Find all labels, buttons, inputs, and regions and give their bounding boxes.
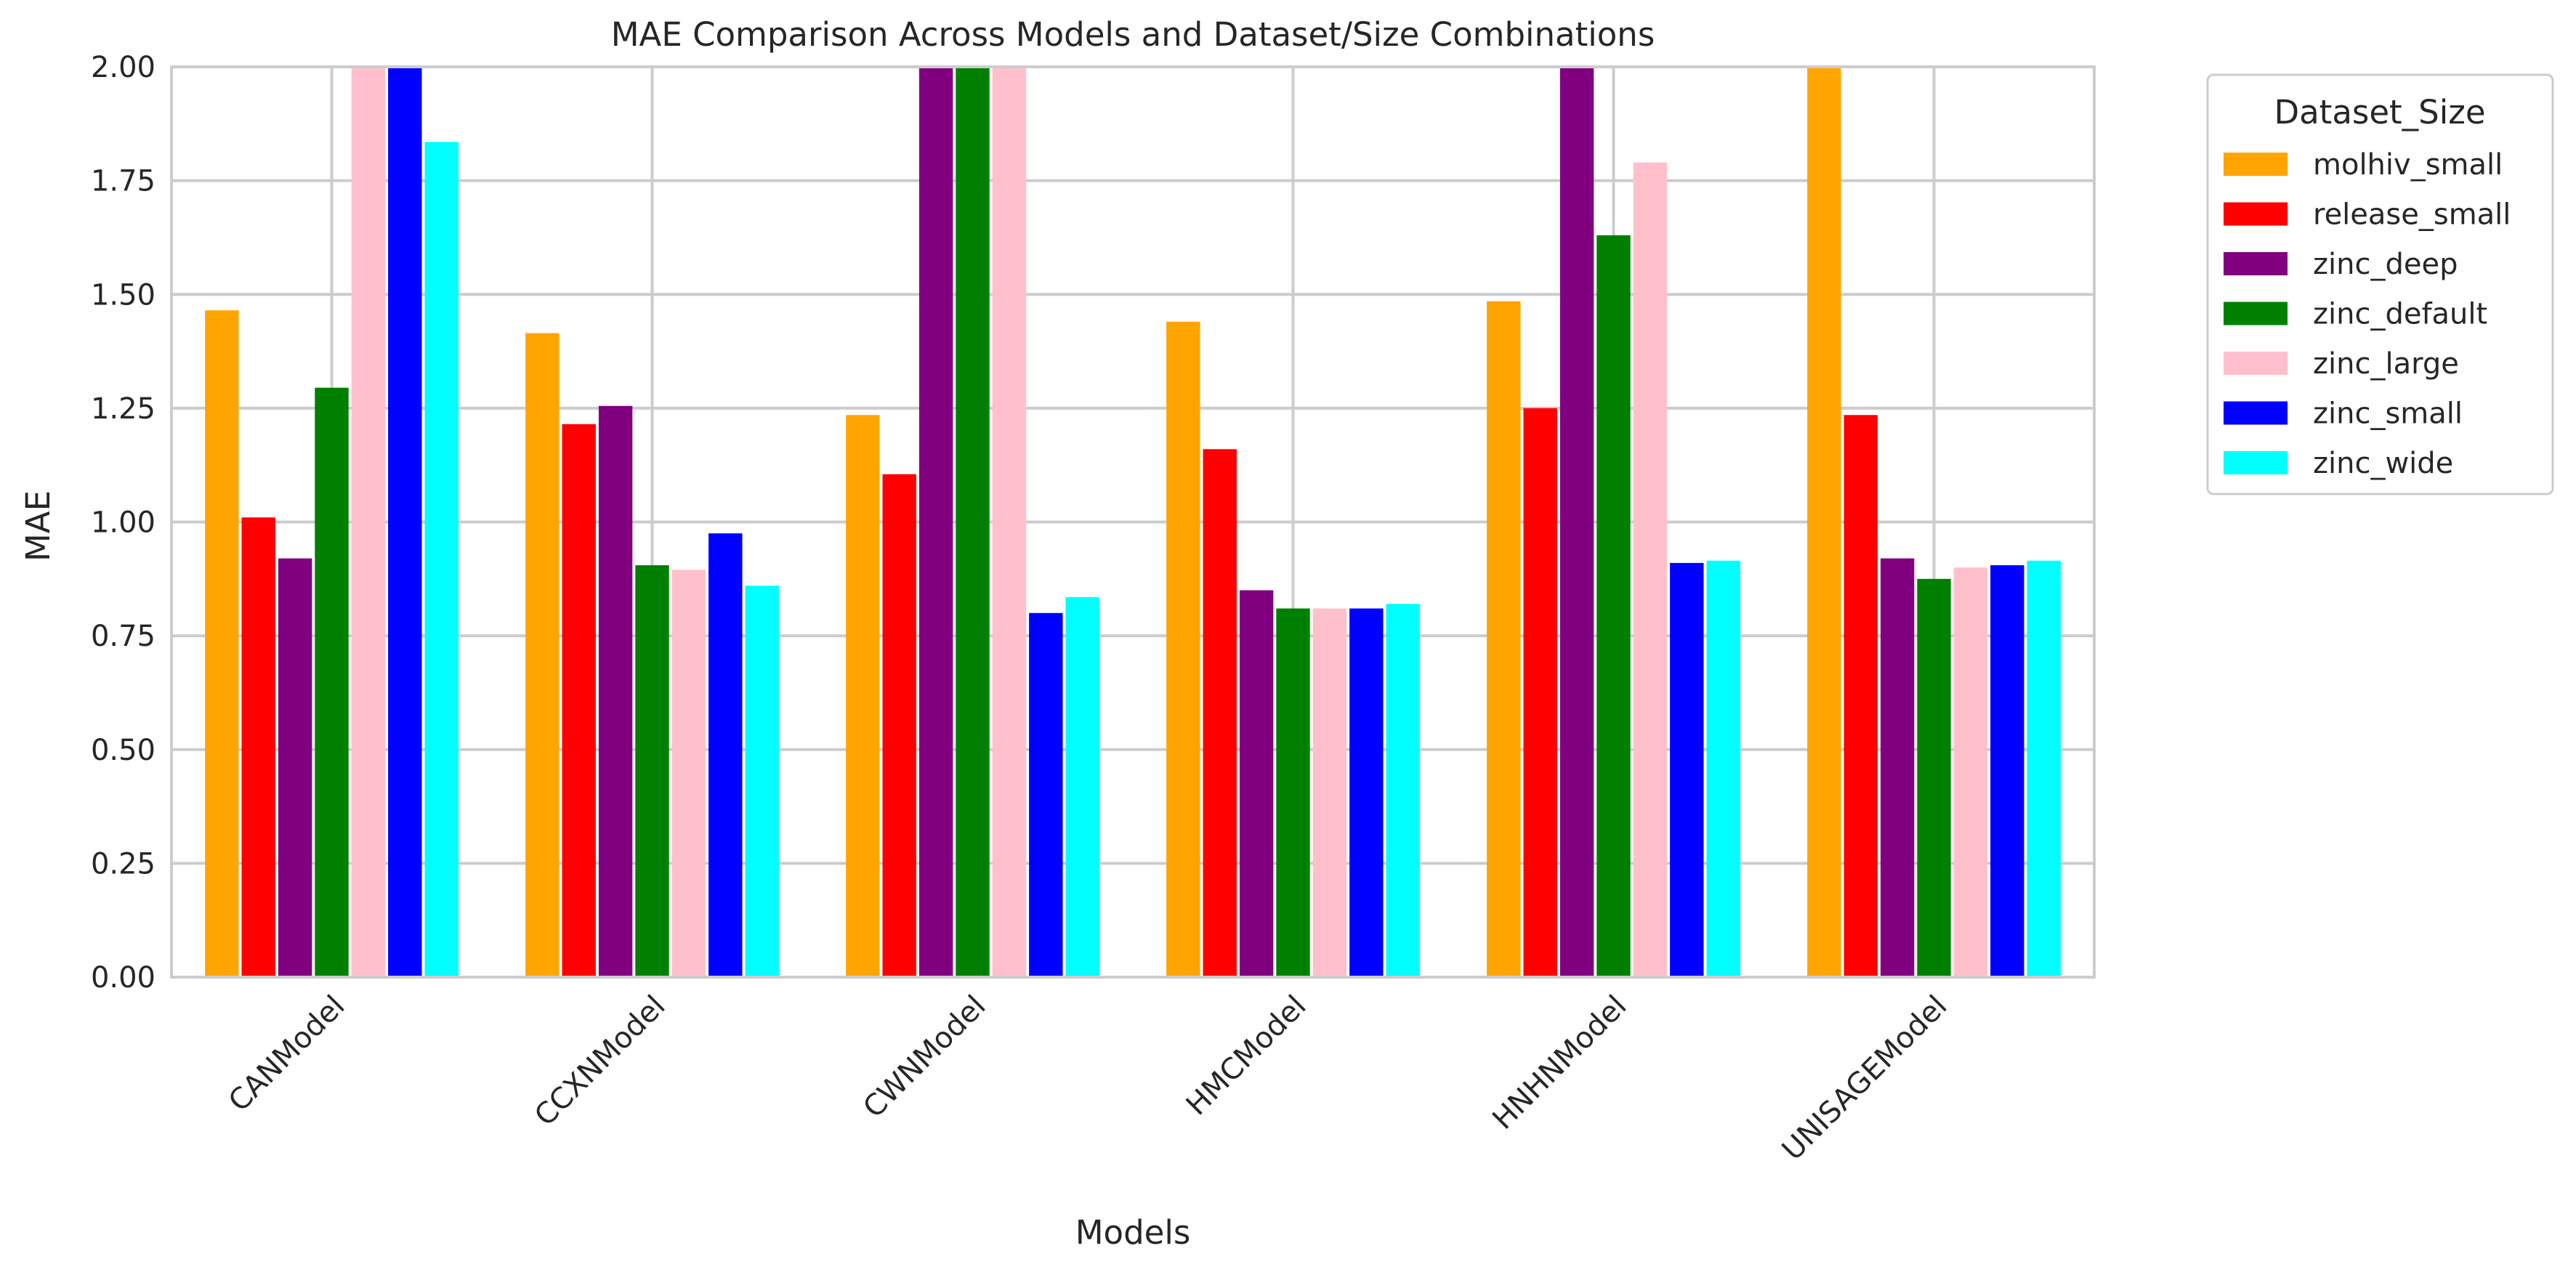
bar-zinc_wide-HNHNModel — [1706, 560, 1740, 977]
bar-release_small-CANModel — [241, 517, 275, 977]
bar-zinc_small-CANModel — [388, 67, 422, 977]
bar-molhiv_small-HMCModel — [1166, 321, 1200, 978]
bar-zinc_default-UNISAGEModel — [1917, 578, 1951, 977]
bar-zinc_deep-HNHNModel — [1559, 67, 1594, 977]
legend-box — [2206, 73, 2554, 495]
bar-zinc_large-UNISAGEModel — [1953, 567, 1988, 977]
legend-swatch-zinc_large — [2224, 352, 2288, 375]
legend-swatch-zinc_small — [2224, 401, 2288, 425]
bar-zinc_wide-HMCModel — [1386, 604, 1420, 977]
bar-zinc_wide-CANModel — [424, 142, 459, 977]
x-axis-label: Models — [1075, 1213, 1191, 1252]
bar-zinc_deep-CWNModel — [918, 67, 953, 977]
bar-release_small-CCXNModel — [562, 424, 596, 977]
legend-title: Dataset_Size — [2274, 93, 2485, 131]
bar-zinc_small-HNHNModel — [1670, 562, 1704, 977]
legend-label-zinc_large: zinc_large — [2313, 347, 2459, 381]
y-tick-label: 2.00 — [91, 51, 156, 84]
bar-molhiv_small-HNHNModel — [1487, 301, 1521, 978]
y-axis-label: MAE — [19, 490, 57, 562]
bar-zinc_large-HMCModel — [1312, 608, 1347, 977]
bar-zinc_large-CCXNModel — [671, 570, 706, 977]
legend-label-zinc_deep: zinc_deep — [2313, 248, 2458, 281]
bar-zinc_small-CWNModel — [1029, 612, 1063, 977]
bar-zinc_wide-CCXNModel — [745, 586, 779, 977]
bar-zinc_large-HNHNModel — [1633, 162, 1668, 978]
bar-release_small-HMCModel — [1203, 449, 1237, 977]
y-tick-label: 1.00 — [91, 506, 156, 540]
bar-zinc_default-CCXNModel — [635, 565, 669, 977]
legend-swatch-zinc_default — [2224, 301, 2288, 325]
bar-zinc_default-CWNModel — [956, 67, 990, 977]
legend-swatch-release_small — [2224, 202, 2288, 226]
bar-molhiv_small-CCXNModel — [525, 333, 560, 977]
bar-molhiv_small-UNISAGEModel — [1807, 67, 1841, 977]
bar-zinc_small-UNISAGEModel — [1990, 565, 2024, 977]
bar-zinc_small-CCXNModel — [708, 533, 743, 977]
bar-zinc_deep-CCXNModel — [598, 405, 633, 977]
bar-molhiv_small-CANModel — [205, 310, 239, 977]
bar-zinc_deep-CANModel — [278, 558, 312, 977]
y-tick-label: 0.50 — [91, 734, 156, 767]
legend-label-zinc_wide: zinc_wide — [2313, 447, 2453, 480]
y-tick-labels: 0.00 0.25 0.50 0.75 1.00 1.25 1.50 1.75 2.00 — [91, 51, 156, 995]
bar-release_small-CWNModel — [882, 474, 916, 977]
chart-title: MAE Comparison Across Models and Dataset… — [611, 15, 1655, 54]
bar-molhiv_small-CWNModel — [846, 415, 880, 977]
bar-zinc_wide-UNISAGEModel — [2027, 560, 2061, 977]
legend-swatch-zinc_deep — [2224, 252, 2288, 275]
bar-zinc_deep-HMCModel — [1239, 590, 1274, 977]
bar-zinc_default-CANModel — [315, 387, 349, 977]
bar-zinc_wide-CWNModel — [1065, 596, 1099, 977]
y-tick-label: 0.00 — [91, 961, 156, 995]
legend-label-zinc_default: zinc_default — [2313, 298, 2487, 331]
y-tick-label: 1.25 — [91, 392, 156, 426]
legend-label-molhiv_small: molhiv_small — [2313, 148, 2503, 182]
legend-swatch-zinc_wide — [2224, 451, 2288, 474]
bar-zinc_default-HMCModel — [1276, 608, 1310, 977]
bar-zinc_large-CWNModel — [992, 67, 1027, 977]
legend-label-zinc_small: zinc_small — [2313, 397, 2463, 431]
bar-zinc_deep-UNISAGEModel — [1880, 558, 1915, 977]
legend-swatch-molhiv_small — [2224, 153, 2288, 176]
bar-zinc_default-HNHNModel — [1596, 235, 1631, 977]
plot-frame — [170, 65, 2096, 979]
legend: Dataset_Size molhiv_small release_smallzi… — [2206, 73, 2554, 495]
bar-release_small-HNHNModel — [1523, 408, 1557, 977]
y-tick-label: 1.50 — [91, 278, 156, 312]
legend-label-release_small: release_small — [2313, 198, 2511, 232]
bar-zinc_small-HMCModel — [1349, 608, 1384, 977]
y-tick-label: 0.75 — [91, 620, 156, 653]
bar-release_small-UNISAGEModel — [1844, 415, 1878, 977]
y-tick-label: 1.75 — [91, 165, 156, 198]
bar-zinc_large-CANModel — [351, 67, 386, 977]
y-tick-label: 0.25 — [91, 847, 156, 881]
bars — [205, 67, 2061, 978]
